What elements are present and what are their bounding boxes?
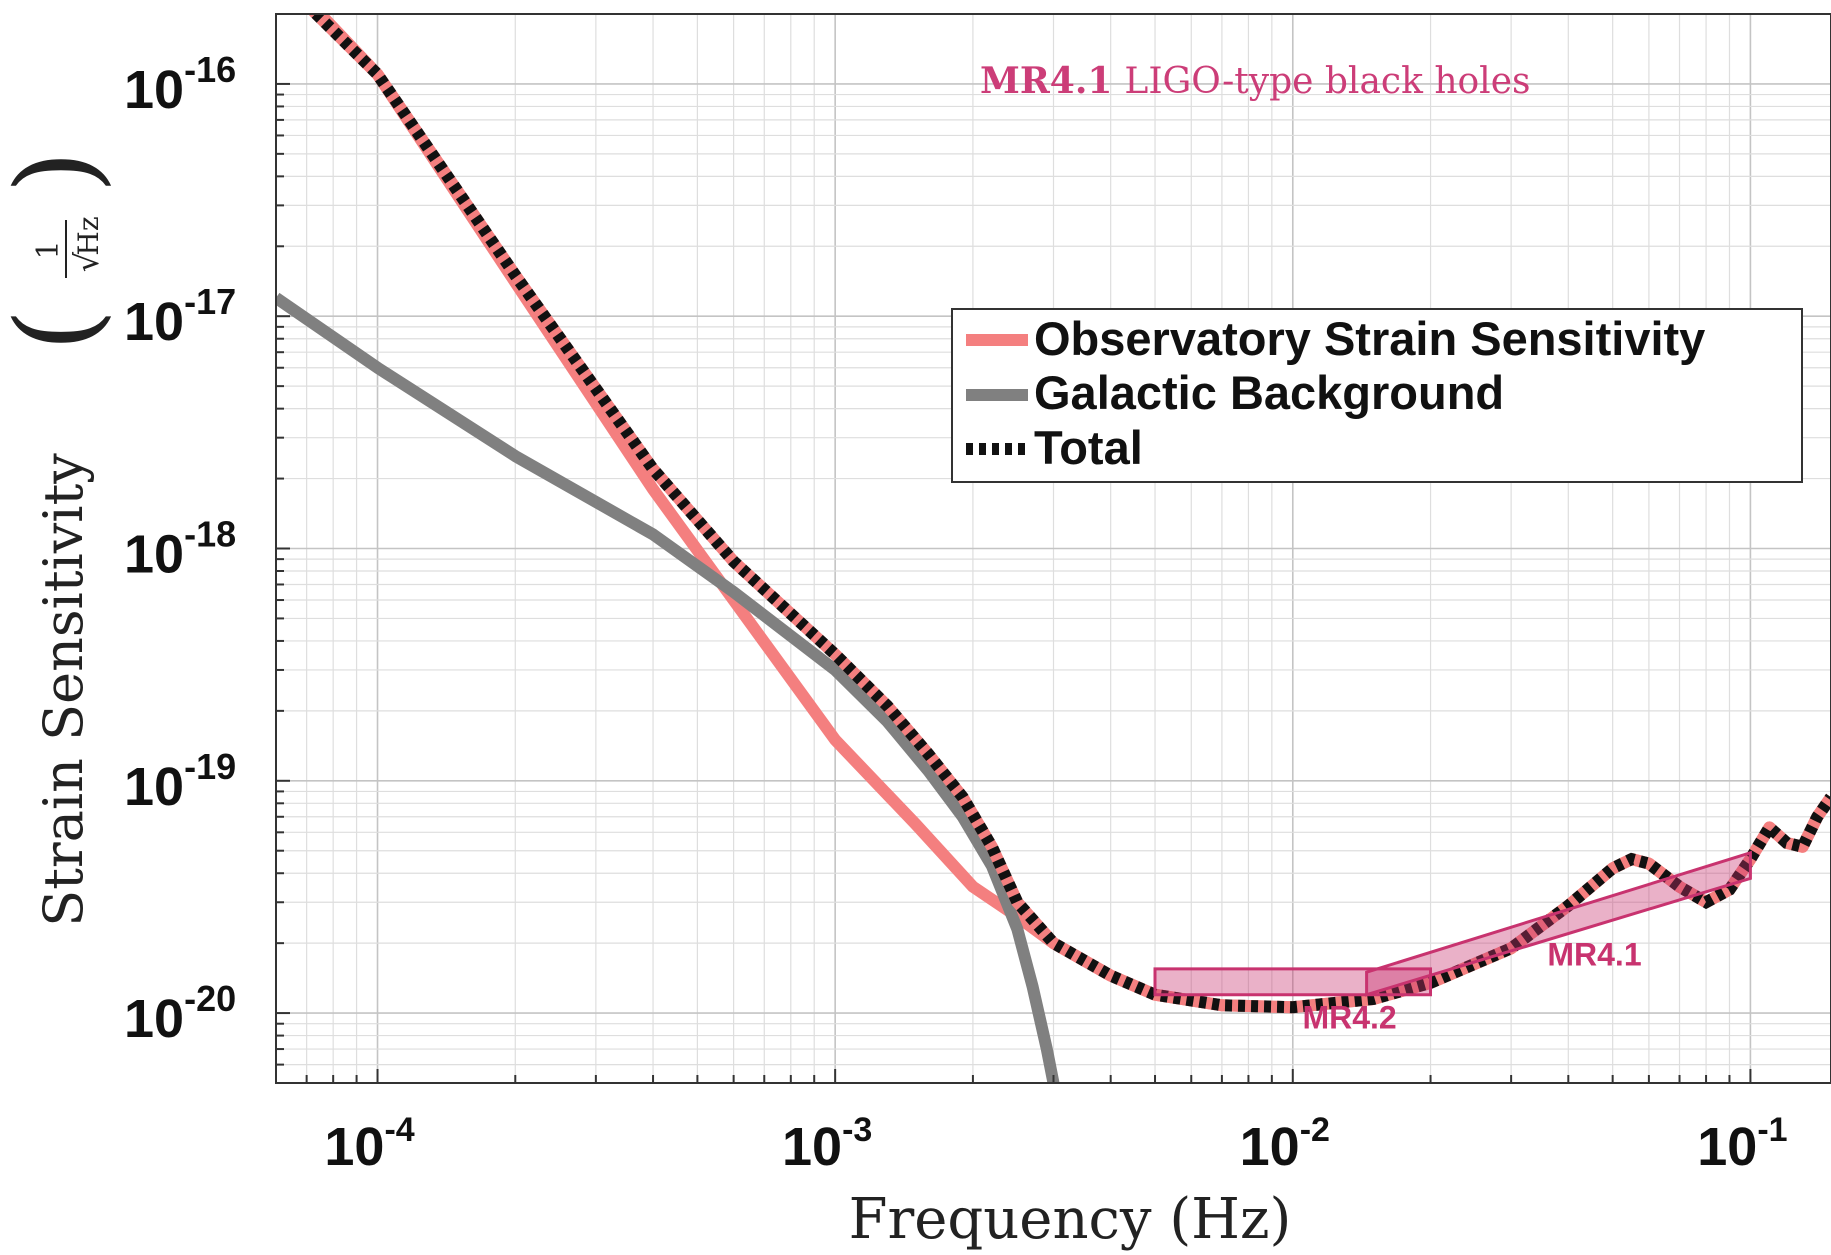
y-axis-title: Strain Sensitivity ( 1 √ Hz ) [0,151,120,927]
series-total [307,14,1831,1014]
requirement-box-mr4-1 [1365,850,1752,997]
y-unit-paren-left: ( [0,309,120,352]
box-label-mr4-2: MR4.2 [1302,999,1396,1035]
requirement-boxes: MR4.2 MR4.1 [1153,850,1752,1035]
x-tick-label: 10-1 [1697,1111,1787,1177]
y-unit-numerator: 1 [31,240,66,259]
annotation-text: MR4.1 LIGO-type black holes [980,60,1530,102]
y-unit-paren-right: ) [0,151,120,194]
legend-label-galactic: Galactic Background [1034,366,1504,419]
series-total-underlay [307,14,1831,1014]
y-tick-label: 10-17 [124,281,236,352]
legend: Observatory Strain Sensitivity Galactic … [951,308,1803,483]
tick-labels: 10-4 10-3 10-2 10-1 10-20 10-19 10-18 10-17 10-1… [124,13,1788,1177]
x-tick-label: 10-2 [1240,1111,1330,1177]
x-axis-title: Frequency (Hz) [849,1187,1292,1252]
x-tick-label: 10-4 [324,1111,414,1177]
requirement-box-mr4-2 [1153,967,1432,997]
box-label-mr4-1: MR4.1 [1547,937,1641,973]
y-tick-label: 10-16 [124,49,236,120]
y-unit-radical: √ [68,251,106,272]
y-axis-label: Strain Sensitivity [32,453,95,927]
y-tick-label: 10-20 [124,978,236,1049]
series-lines [276,14,1831,1083]
legend-label-sensitivity: Observatory Strain Sensitivity [1034,312,1705,365]
y-unit-radicand: Hz [72,216,105,255]
y-tick-label: 10-19 [124,746,236,817]
y-tick-label: 10-18 [124,514,236,585]
legend-label-total: Total [1034,421,1143,474]
series-galactic-background [276,292,1060,1083]
legend-box [951,308,1803,483]
x-tick-label: 10-3 [782,1111,872,1177]
